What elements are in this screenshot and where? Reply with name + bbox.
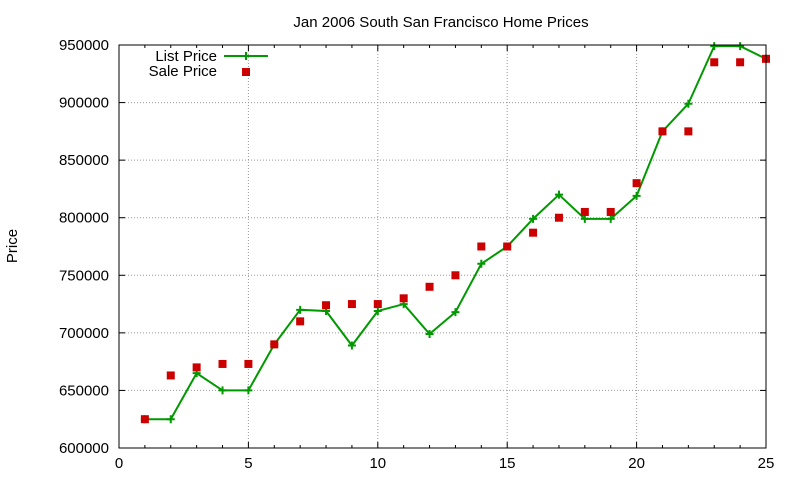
sale-price-marker bbox=[477, 242, 486, 251]
sale-price-marker bbox=[580, 207, 589, 216]
y-axis-label: Price bbox=[4, 229, 21, 263]
list-price-marker bbox=[529, 214, 538, 223]
plot-frame bbox=[118, 44, 767, 449]
list-price-marker bbox=[632, 191, 641, 200]
sale-price-marker bbox=[684, 127, 693, 136]
data-series bbox=[140, 42, 770, 424]
y-tick-label: 950000 bbox=[59, 37, 109, 54]
sale-price-marker bbox=[503, 242, 512, 251]
list-price-marker bbox=[710, 42, 719, 51]
list-price-marker bbox=[451, 308, 460, 317]
sale-price-marker bbox=[296, 317, 305, 326]
sale-price-marker bbox=[322, 301, 331, 310]
sale-price-marker bbox=[529, 228, 538, 237]
y-tick-label: 900000 bbox=[59, 95, 109, 112]
sale-price-marker bbox=[632, 179, 641, 188]
y-tick-label: 850000 bbox=[59, 152, 109, 169]
sale-price-marker bbox=[554, 213, 563, 222]
x-tick-label: 10 bbox=[369, 455, 386, 472]
sale-price-marker bbox=[606, 207, 615, 216]
list-price-marker bbox=[244, 386, 253, 395]
sale-price-marker bbox=[736, 58, 745, 67]
list-price-marker bbox=[554, 190, 563, 199]
legend-label-list-price: List Price bbox=[155, 48, 217, 65]
sale-price-marker bbox=[347, 300, 356, 309]
x-tick-label: 5 bbox=[244, 455, 252, 472]
legend-marker-sale-price bbox=[242, 68, 250, 76]
y-tick-label: 700000 bbox=[59, 325, 109, 342]
list-price-marker bbox=[477, 259, 486, 268]
y-tick-label: 650000 bbox=[59, 382, 109, 399]
x-tick-label: 15 bbox=[499, 455, 516, 472]
chart-title: Jan 2006 South San Francisco Home Prices bbox=[293, 14, 588, 31]
axis-ticks: 0 5 10 15 20 25 600000 650000 700000 750000 800000… bbox=[59, 37, 774, 472]
legend-marker-list-price bbox=[242, 52, 250, 60]
sale-price-marker bbox=[166, 371, 175, 380]
y-tick-label: 600000 bbox=[59, 440, 109, 457]
list-price-marker bbox=[296, 305, 305, 314]
list-price-marker bbox=[218, 386, 227, 395]
sale-price-marker bbox=[270, 340, 279, 349]
grid-lines bbox=[119, 45, 766, 448]
list-price-marker bbox=[347, 341, 356, 350]
list-price-marker bbox=[684, 99, 693, 108]
list-price-marker bbox=[606, 214, 615, 223]
sale-price-marker bbox=[218, 359, 227, 368]
sale-price-marker bbox=[710, 58, 719, 67]
legend-label-sale-price: Sale Price bbox=[149, 63, 217, 80]
list-price-marker bbox=[373, 306, 382, 315]
sale-price-marker bbox=[373, 300, 382, 309]
sale-price-marker bbox=[425, 282, 434, 291]
x-tick-label: 25 bbox=[758, 455, 775, 472]
list-price-marker bbox=[425, 330, 434, 339]
list-price-marker bbox=[166, 415, 175, 424]
sale-price-marker bbox=[244, 359, 253, 368]
sale-price-marker bbox=[140, 415, 149, 424]
sale-price-marker bbox=[192, 363, 201, 372]
list-price-marker bbox=[580, 214, 589, 223]
x-tick-label: 20 bbox=[628, 455, 645, 472]
list-price-marker bbox=[736, 42, 745, 51]
x-tick-label: 0 bbox=[115, 455, 123, 472]
sale-price-marker bbox=[399, 294, 408, 303]
sale-price-marker bbox=[451, 271, 460, 280]
sale-price-marker bbox=[658, 127, 667, 136]
y-tick-label: 750000 bbox=[59, 267, 109, 284]
y-tick-label: 800000 bbox=[59, 210, 109, 227]
